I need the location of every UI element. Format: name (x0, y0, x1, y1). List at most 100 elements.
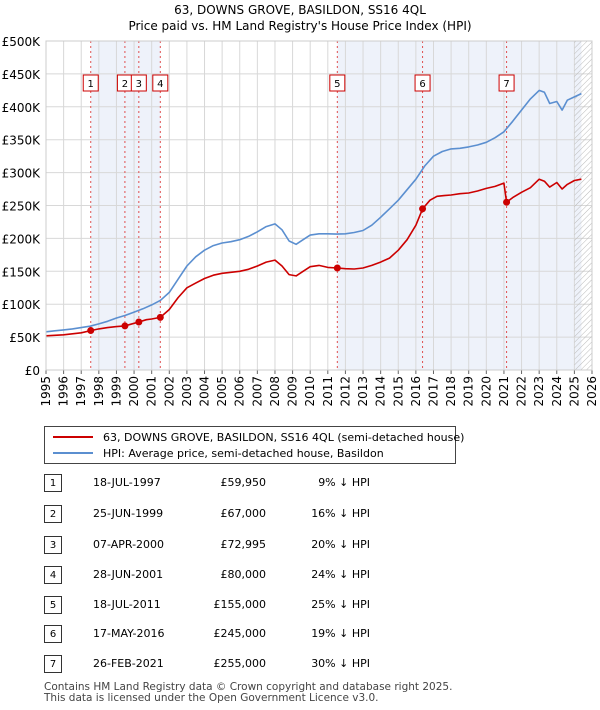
sale-number-badge: 4 (44, 566, 62, 584)
sale-price: £80,000 (220, 568, 267, 581)
sale-label-box (498, 74, 515, 92)
x-tick-label: 2013 (356, 376, 370, 407)
sale-label-box (82, 74, 99, 92)
x-tick-label: 2010 (303, 376, 317, 407)
table-row: 6 17-MAY-2016 £245,000 19% ↓ HPI (0, 625, 600, 645)
sale-date: 26-FEB-2021 (93, 657, 164, 670)
table-row: 1 18-JUL-1997 £59,950 9% ↓ HPI (0, 474, 600, 494)
sale-date: 18-JUL-2011 (93, 598, 161, 611)
y-tick-label: £400K (2, 101, 42, 115)
sale-label-marker: 6 (414, 74, 431, 92)
legend-label-hpi: HPI: Average price, semi-detached house,… (103, 446, 384, 460)
sale-hpi-diff: 25% ↓ HPI (311, 598, 370, 611)
x-tick-label: 2002 (162, 376, 176, 407)
table-row: 3 07-APR-2000 £72,995 20% ↓ HPI (0, 536, 600, 556)
y-tick-label: £500K (2, 35, 42, 49)
sale-hpi-diff: 16% ↓ HPI (311, 507, 370, 520)
x-tick-label: 2009 (286, 376, 300, 407)
footer-attribution: Contains HM Land Registry data © Crown c… (44, 682, 452, 704)
sale-hpi-diff: 9% ↓ HPI (318, 476, 370, 489)
y-tick-label: £450K (2, 68, 42, 82)
sale-point (135, 318, 143, 326)
sale-price: £67,000 (220, 507, 267, 520)
sale-label-text: 4 (157, 79, 163, 90)
sale-point (121, 322, 129, 330)
sale-date: 25-JUN-1999 (93, 507, 164, 520)
x-tick-label: 2017 (426, 376, 440, 407)
y-tick-label: £200K (2, 232, 42, 246)
sale-point (503, 198, 511, 206)
sale-number-badge: 5 (44, 596, 62, 614)
table-row: 4 28-JUN-2001 £80,000 24% ↓ HPI (0, 566, 600, 586)
x-tick-label: 2024 (550, 376, 564, 407)
hpi-series-line (45, 89, 582, 333)
price-chart: 63, DOWNS GROVE, BASILDON, SS16 4QL Pric… (2, 3, 599, 407)
y-tick-label: £0 (25, 364, 40, 378)
x-tick-label: 2016 (409, 376, 423, 407)
x-tick-label: 1997 (74, 376, 88, 407)
sale-price: £155,000 (213, 598, 267, 611)
y-tick-label: £150K (2, 265, 42, 279)
x-tick-label: 2006 (233, 376, 247, 407)
sale-label-marker: 3 (130, 74, 147, 92)
sale-price: £72,995 (220, 538, 267, 551)
sale-label-marker: 2 (116, 74, 133, 92)
sale-number-badge: 2 (44, 505, 62, 523)
x-tick-label: 2005 (215, 376, 229, 407)
x-tick-label: 1995 (39, 376, 53, 407)
sale-label-marker: 4 (152, 74, 169, 92)
sale-hpi-diff: 30% ↓ HPI (311, 657, 370, 670)
sale-point (87, 327, 95, 335)
sale-number-badge: 1 (44, 474, 62, 492)
sale-label-marker: 1 (82, 74, 99, 92)
sale-price: £255,000 (213, 657, 267, 670)
sale-label-marker: 5 (329, 74, 346, 92)
sale-price: £245,000 (213, 627, 267, 640)
sale-date: 07-APR-2000 (93, 538, 165, 551)
x-tick-label: 1996 (57, 376, 71, 407)
x-tick-label: 1999 (109, 376, 123, 407)
footer-line-1: Contains HM Land Registry data © Crown c… (44, 681, 453, 693)
table-row: 5 18-JUL-2011 £155,000 25% ↓ HPI (0, 596, 600, 616)
sale-date: 18-JUL-1997 (93, 476, 161, 489)
sale-label-box (130, 74, 147, 92)
y-tick-label: £250K (2, 200, 42, 214)
sale-label-box (329, 74, 346, 92)
x-tick-label: 2021 (497, 376, 511, 407)
x-tick-label: 2000 (127, 376, 141, 407)
legend-swatch-hpi (53, 452, 93, 454)
x-tick-label: 1998 (92, 376, 106, 407)
x-tick-label: 2014 (374, 376, 388, 407)
legend-swatch-property (53, 436, 93, 438)
sale-label-text: 2 (122, 79, 128, 90)
legend: 63, DOWNS GROVE, BASILDON, SS16 4QL (sem… (44, 426, 464, 464)
chart-subtitle: Price paid vs. HM Land Registry's House … (128, 19, 471, 33)
legend-item-property: 63, DOWNS GROVE, BASILDON, SS16 4QL (sem… (53, 429, 464, 445)
x-tick-label: 2008 (268, 376, 282, 407)
sale-hpi-diff: 24% ↓ HPI (311, 568, 370, 581)
sale-label-text: 6 (419, 79, 425, 90)
sale-label-text: 7 (503, 79, 509, 90)
forecast-hatch (574, 41, 592, 370)
x-tick-label: 2023 (532, 376, 546, 407)
sale-label-box (414, 74, 431, 92)
x-tick-label: 2001 (145, 376, 159, 407)
legend-item-hpi: HPI: Average price, semi-detached house,… (53, 445, 384, 461)
sale-price: £59,950 (220, 476, 267, 489)
sale-number-badge: 7 (44, 655, 62, 673)
sale-number-badge: 6 (44, 625, 62, 643)
sale-point (156, 313, 164, 321)
sale-number-badge: 3 (44, 536, 62, 554)
x-tick-label: 2020 (479, 376, 493, 407)
plot-frame (45, 40, 593, 371)
x-tick-label: 2022 (515, 376, 529, 407)
sale-label-text: 1 (88, 79, 94, 90)
sale-hpi-diff: 19% ↓ HPI (311, 627, 370, 640)
x-tick-label: 2011 (321, 376, 335, 407)
y-tick-label: £50K (9, 331, 41, 345)
chart-title: 63, DOWNS GROVE, BASILDON, SS16 4QL (174, 3, 426, 17)
x-tick-label: 2004 (198, 376, 212, 407)
sale-label-text: 3 (136, 79, 142, 90)
sale-date: 17-MAY-2016 (93, 627, 165, 640)
x-tick-label: 2007 (250, 376, 264, 407)
